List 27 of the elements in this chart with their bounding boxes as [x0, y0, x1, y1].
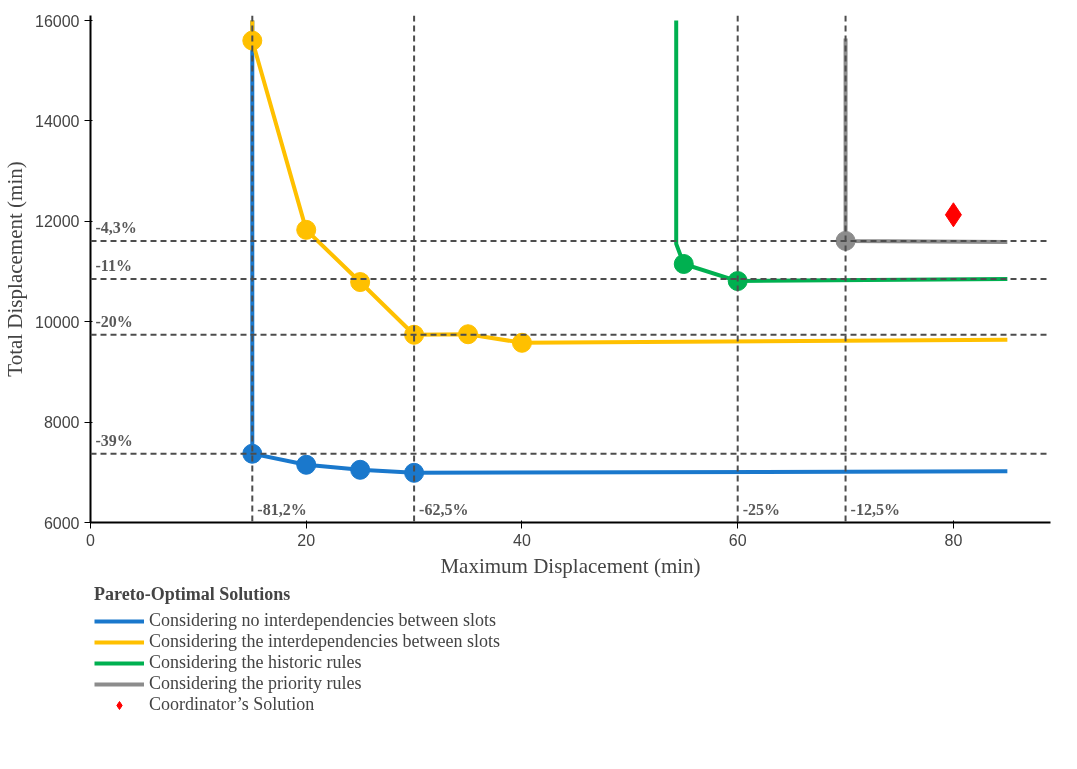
x-tick-label: 80 — [944, 531, 963, 549]
x-tick-label: 40 — [513, 531, 531, 549]
x-tick-label: 60 — [728, 531, 747, 549]
x-tick-label: 20 — [297, 531, 316, 549]
annotation: -81,2% — [257, 500, 307, 518]
annotation: -11% — [95, 257, 132, 275]
y-tick-label: 14000 — [35, 112, 80, 130]
annotation: -4,3% — [95, 218, 137, 236]
y-axis-title: Total Displacement (min) — [3, 161, 28, 377]
y-tick-label: 12000 — [35, 213, 80, 231]
legend-title: Pareto-Optimal Solutions — [94, 584, 292, 605]
legend-label: Coordinator’s Solution — [149, 694, 315, 715]
annotation: -39% — [95, 431, 133, 449]
annotation: -62,5% — [419, 500, 469, 518]
legend-label: Considering the interdependencies between slots — [149, 631, 500, 652]
legend-label: Considering the historic rules — [149, 652, 362, 673]
x-tick-label: 0 — [86, 531, 96, 549]
legend-label: Considering the priority rules — [149, 673, 362, 694]
y-tick-label: 16000 — [35, 12, 80, 30]
x-axis-title: Maximum Displacement (min) — [440, 553, 701, 578]
annotation: -20% — [95, 312, 133, 330]
annotation: -25% — [742, 500, 781, 518]
y-tick-label: 6000 — [43, 514, 80, 532]
y-tick-label: 8000 — [43, 414, 80, 432]
annotation: -12,5% — [850, 500, 900, 518]
legend-label: Considering no interdependencies between slots — [149, 610, 496, 631]
y-tick-label: 10000 — [35, 313, 80, 331]
